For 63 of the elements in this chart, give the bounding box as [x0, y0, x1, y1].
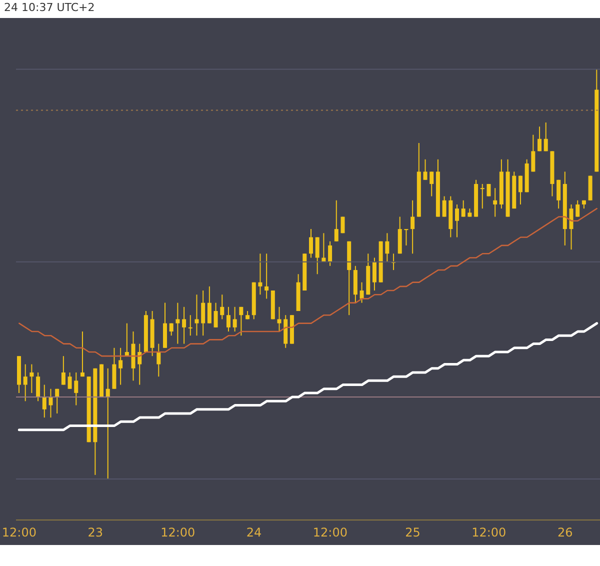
candlestick	[410, 200, 415, 254]
candlestick	[239, 306, 244, 336]
candlestick	[544, 122, 548, 152]
candlestick	[201, 290, 206, 336]
candlestick	[569, 204, 574, 250]
x-tick-label: 23	[88, 526, 103, 540]
candlestick	[322, 232, 326, 262]
candlestick	[328, 240, 332, 266]
candlestick	[455, 204, 459, 238]
x-tick-label: 26	[557, 526, 573, 540]
candlestick	[404, 228, 408, 246]
candlestick	[48, 388, 53, 418]
candlestick	[30, 364, 34, 394]
candlestick	[442, 196, 446, 218]
candlestick	[169, 322, 174, 336]
candlestick	[486, 183, 491, 197]
candlestick	[334, 200, 338, 242]
candlestick	[576, 200, 580, 218]
candlestick	[430, 171, 434, 197]
x-tick-label: 25	[405, 526, 420, 540]
candlestick	[61, 356, 66, 386]
candlestick	[518, 175, 522, 205]
candlestick	[556, 179, 561, 210]
candlestick	[277, 306, 282, 332]
candlestick	[372, 257, 376, 292]
candlestick	[207, 286, 212, 324]
x-tick-label: 12:00	[472, 526, 506, 540]
candlestick	[80, 330, 84, 378]
candlestick	[531, 134, 536, 172]
candlestick	[385, 232, 390, 262]
candlestick	[232, 306, 237, 332]
x-tick-label: 12:00	[160, 526, 196, 540]
candlestick	[258, 253, 262, 296]
candlestick	[118, 347, 123, 386]
candlestick	[480, 183, 484, 210]
candlestick	[68, 372, 72, 390]
candlestick	[493, 188, 498, 218]
candlestick	[188, 314, 192, 336]
candlestick	[176, 302, 180, 344]
candlestick	[315, 236, 320, 275]
candlestick	[309, 228, 313, 258]
candlestick	[423, 158, 428, 180]
candlestick	[74, 372, 78, 406]
x-tick-label: 12:00	[312, 526, 348, 540]
candlestick	[220, 294, 224, 320]
candlestick	[55, 388, 60, 414]
candlestick	[194, 294, 199, 336]
candlestick	[264, 253, 269, 300]
text: 24 10:37 UTC+2	[4, 1, 95, 14]
candlestick	[214, 302, 218, 328]
candlestick	[36, 372, 40, 402]
candlestick	[23, 364, 28, 402]
x-tick-label: 24	[246, 526, 262, 540]
candlestick	[360, 282, 364, 304]
candlestick	[182, 306, 186, 344]
candlestick	[226, 306, 230, 332]
candlestick	[156, 343, 161, 378]
candlestick	[538, 126, 542, 152]
x-tick-label: 12:00	[2, 526, 36, 540]
candlestick	[138, 343, 142, 386]
candlestick	[106, 368, 110, 480]
candlestick	[461, 200, 466, 218]
candlestick	[42, 384, 46, 418]
